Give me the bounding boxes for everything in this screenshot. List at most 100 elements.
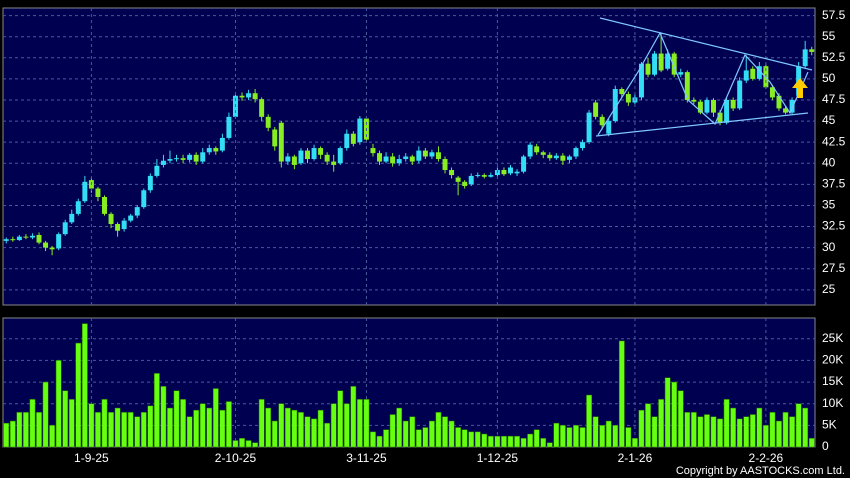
candle-body: [180, 158, 186, 160]
candle-body: [305, 150, 310, 160]
volume-bar: [756, 407, 763, 448]
volume-bar: [108, 412, 114, 448]
volume-bar: [206, 407, 213, 448]
y-tick-label: 37.5: [822, 177, 846, 191]
volume-bar: [180, 399, 186, 448]
volume-bar: [49, 425, 55, 448]
candle-body: [154, 165, 160, 176]
candle-body: [730, 99, 736, 109]
volume-bar: [245, 440, 252, 448]
volume-bar: [763, 425, 769, 448]
volume-bar: [448, 420, 455, 448]
volume-bar: [337, 390, 344, 448]
pattern-line: [597, 31, 809, 136]
candle-body: [678, 72, 684, 75]
y-tick-label: 0: [822, 439, 829, 453]
volume-bar: [618, 340, 625, 448]
volume-bar: [376, 435, 383, 448]
candle-body: [422, 150, 428, 157]
candle-body: [396, 159, 402, 164]
volume-bar: [546, 442, 553, 448]
volume-bar: [239, 438, 245, 448]
candle-body: [566, 156, 572, 160]
candle-body: [508, 167, 513, 174]
candle-body: [783, 108, 789, 113]
volume-bar: [62, 390, 69, 448]
volume-bar: [42, 381, 49, 448]
volume-bar: [560, 425, 566, 448]
y-tick-label: 32.5: [822, 219, 846, 233]
volume-bar: [494, 435, 501, 448]
volume-bar: [442, 416, 448, 448]
y-tick-label: 27.5: [822, 261, 846, 275]
volume-bar: [396, 407, 403, 448]
candle-body: [115, 224, 121, 231]
volume-bar: [501, 435, 507, 448]
candle-body: [252, 93, 258, 100]
volume-bar: [298, 412, 304, 448]
volume-bar: [684, 412, 691, 448]
volume-bar: [88, 403, 95, 448]
candle-body: [259, 99, 265, 117]
volume-bar: [147, 405, 154, 448]
candle-body: [291, 156, 297, 165]
y-tick-label: 30: [822, 240, 836, 254]
candle-body: [318, 148, 324, 155]
volume-bar: [127, 412, 134, 448]
volume-bar: [520, 438, 527, 448]
volume-bar: [324, 422, 331, 448]
candle-body: [488, 175, 494, 177]
volume-bar: [29, 399, 36, 448]
candle-body: [206, 148, 212, 153]
candle-body: [95, 188, 101, 197]
candle-body: [147, 175, 153, 191]
volume-bar: [808, 438, 815, 448]
candle-body: [606, 121, 612, 134]
candle-body: [665, 53, 671, 69]
volume-bar: [81, 323, 88, 448]
volume-bar: [789, 416, 795, 448]
volume-bar: [690, 412, 697, 448]
volume-bar: [487, 435, 494, 448]
y-tick-label: 10K: [822, 396, 843, 410]
volume-bar: [769, 412, 776, 448]
y-tick-label: 52.5: [822, 50, 846, 64]
volume-bar: [291, 409, 298, 448]
candle-body: [121, 220, 127, 230]
candle-body: [239, 95, 245, 98]
volume-bar: [160, 386, 167, 448]
candle-body: [560, 155, 566, 161]
volume-bar: [186, 416, 193, 448]
volume-bar: [343, 403, 350, 448]
volume-bar: [645, 403, 651, 448]
volume-bar: [199, 403, 206, 448]
candle-body: [370, 148, 376, 154]
candle-body: [573, 148, 579, 157]
candle-body: [219, 137, 225, 151]
candle-body: [750, 68, 756, 79]
volume-bar: [664, 377, 671, 448]
candle-body: [442, 159, 448, 170]
candle-body: [704, 99, 710, 113]
volume-bar: [743, 416, 750, 448]
candle-body: [102, 197, 107, 214]
volume-bar: [435, 412, 442, 448]
candle-body: [553, 155, 559, 159]
volume-bar: [317, 409, 324, 448]
candle-body: [337, 148, 343, 164]
volume-bar: [704, 414, 710, 448]
volume-bar: [730, 407, 737, 448]
volume-bar: [671, 381, 678, 448]
candle-body: [36, 234, 42, 243]
volume-bar: [370, 431, 376, 448]
volume-bar: [284, 407, 291, 448]
volume-bar: [232, 440, 239, 448]
volume-bar: [134, 416, 141, 448]
volume-bar: [219, 409, 226, 448]
volume-bar: [468, 431, 475, 448]
volume-bar: [802, 407, 809, 448]
y-tick-label: 55: [822, 29, 836, 43]
volume-bar: [23, 412, 29, 448]
volume-bar: [677, 390, 684, 448]
y-tick-label: 25K: [822, 331, 843, 345]
